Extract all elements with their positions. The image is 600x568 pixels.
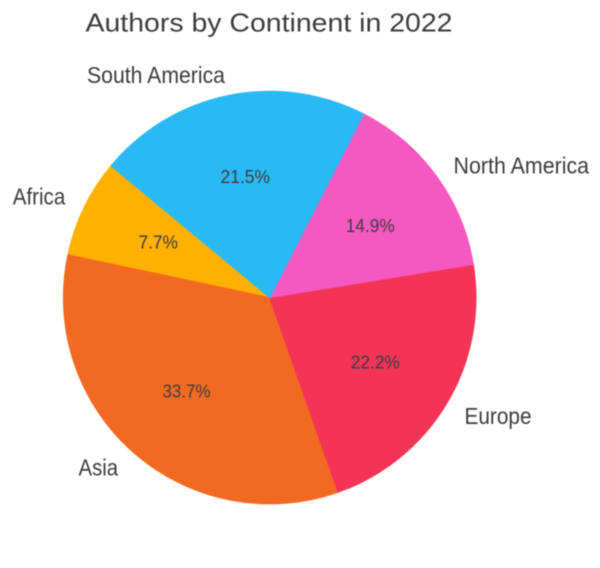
svg-text:Europe: Europe <box>465 403 532 429</box>
svg-text:21.5%: 21.5% <box>221 167 271 187</box>
svg-text:22.2%: 22.2% <box>351 353 400 373</box>
svg-text:South America: South America <box>87 62 225 88</box>
svg-text:North America: North America <box>454 153 590 179</box>
svg-text:Asia: Asia <box>79 455 119 481</box>
svg-text:Authors by Continent in 2022: Authors by Continent in 2022 <box>86 8 453 38</box>
svg-text:14.9%: 14.9% <box>346 216 395 236</box>
svg-text:33.7%: 33.7% <box>163 382 211 402</box>
svg-text:7.7%: 7.7% <box>138 233 178 253</box>
svg-text:Africa: Africa <box>13 184 66 210</box>
